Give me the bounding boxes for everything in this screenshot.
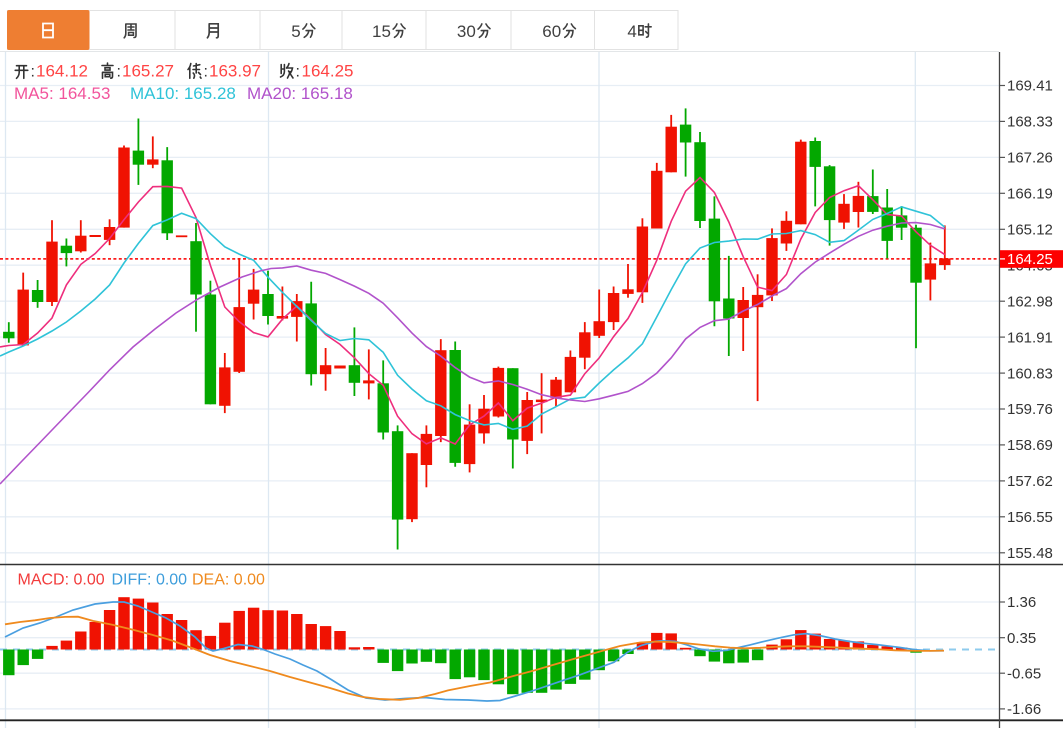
- svg-text:DEA: 0.00: DEA: 0.00: [192, 572, 265, 589]
- svg-text:155.48: 155.48: [1007, 545, 1053, 562]
- svg-text:158.69: 158.69: [1007, 437, 1053, 454]
- svg-text::: :: [204, 64, 208, 81]
- svg-text:5: 5: [291, 22, 300, 41]
- svg-text:0.35: 0.35: [1007, 630, 1036, 647]
- svg-text:160.83: 160.83: [1007, 365, 1053, 382]
- svg-text:30: 30: [457, 22, 476, 41]
- svg-text:60: 60: [542, 22, 561, 41]
- svg-text:163.97: 163.97: [209, 62, 261, 81]
- svg-text:168.33: 168.33: [1007, 114, 1053, 131]
- svg-text:-0.65: -0.65: [1007, 665, 1041, 682]
- svg-text:1.36: 1.36: [1007, 594, 1036, 611]
- svg-text:DIFF: 0.00: DIFF: 0.00: [112, 572, 188, 589]
- svg-text:156.55: 156.55: [1007, 509, 1053, 526]
- svg-text::: :: [31, 64, 35, 81]
- svg-text:164.25: 164.25: [302, 62, 354, 81]
- svg-text::: :: [117, 64, 121, 81]
- svg-text:-1.66: -1.66: [1007, 701, 1041, 718]
- svg-text:MA20: 165.18: MA20: 165.18: [247, 84, 353, 103]
- svg-text:MA5: 164.53: MA5: 164.53: [14, 84, 110, 103]
- svg-text:159.76: 159.76: [1007, 401, 1053, 418]
- svg-text:165.12: 165.12: [1007, 222, 1053, 239]
- svg-text:169.41: 169.41: [1007, 78, 1053, 95]
- svg-text:164.25: 164.25: [1007, 251, 1053, 268]
- svg-text:MACD: 0.00: MACD: 0.00: [18, 572, 105, 589]
- svg-text:MA10: 165.28: MA10: 165.28: [130, 84, 236, 103]
- svg-text:165.27: 165.27: [122, 62, 174, 81]
- svg-text:4: 4: [627, 22, 636, 41]
- svg-text:161.91: 161.91: [1007, 329, 1053, 346]
- svg-text:15: 15: [372, 22, 391, 41]
- svg-text:167.26: 167.26: [1007, 150, 1053, 167]
- svg-text:164.12: 164.12: [36, 62, 88, 81]
- svg-text:162.98: 162.98: [1007, 293, 1053, 310]
- svg-text:166.19: 166.19: [1007, 186, 1053, 203]
- svg-text::: :: [296, 64, 300, 81]
- svg-text:157.62: 157.62: [1007, 473, 1053, 490]
